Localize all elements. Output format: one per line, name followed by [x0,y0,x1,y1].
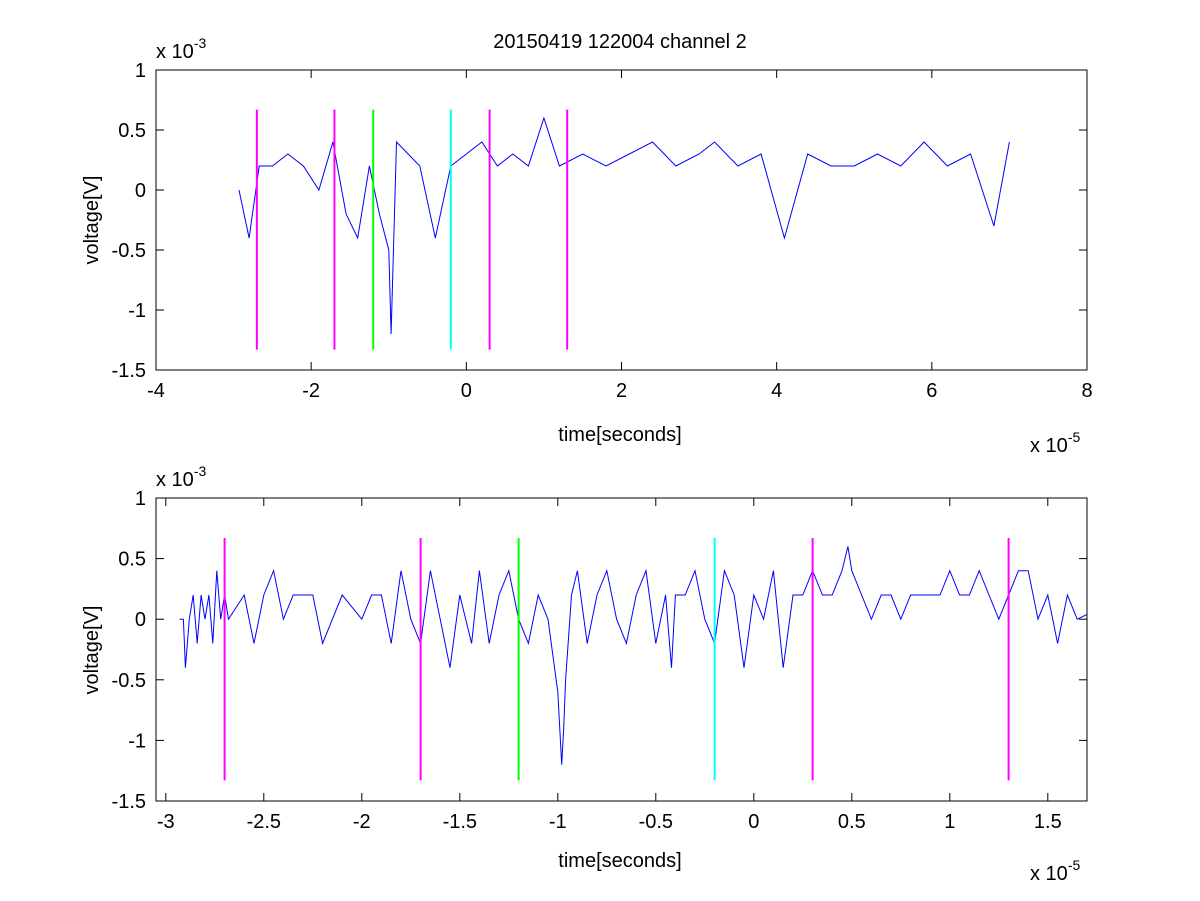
top-plot-series [238,116,1010,335]
top-plot-y-tick-label: 0.5 [118,120,146,142]
bottom-plot-series [179,546,1087,765]
top-plot-x-exponent: x 10-5 [1030,429,1080,457]
bottom-plot-x-exponent-base: x 10 [1030,863,1068,885]
top-plot-x-tick-label: -4 [147,380,165,402]
top-plot-y-tick-label: -0.5 [112,240,146,262]
bottom-plot-y-tick-label: 0 [135,609,146,631]
top-plot-x-tick-label: 2 [616,380,627,402]
bottom-plot-x-tick-label: 1 [944,811,955,833]
bottom-plot-x-tick-label: -1 [549,811,567,833]
bottom-plot-y-exponent-base: x 10 [156,469,194,491]
bottom-plot-x-exponent-power: -5 [1068,857,1081,873]
bottom-plot-y-ticks: -1.5 -1 -0.5 0 0.5 1 [112,488,1087,813]
bottom-plot: -3 -2.5 -2 -1.5 -1 -0.5 0 0.5 1 1.5 -1.5 -1 -0.5 0 0.… [81,463,1088,885]
top-plot-y-tick-label: 0 [135,180,146,202]
bottom-plot-x-label: time[seconds] [558,850,681,872]
top-plot-x-tick-label: -2 [302,380,320,402]
bottom-plot-x-ticks: -3 -2.5 -2 -1.5 -1 -0.5 0 0.5 1 1.5 [157,498,1062,833]
top-plot-x-exponent-power: -5 [1068,429,1081,445]
top-plot-y-ticks: -1.5 -1 -0.5 0 0.5 1 [112,60,1087,382]
top-plot-y-tick-label: -1 [128,300,146,322]
bottom-plot-x-tick-label: -3 [157,811,175,833]
bottom-plot-x-tick-label: 0 [748,811,759,833]
bottom-plot-y-tick-label: -1 [128,730,146,752]
bottom-plot-y-exponent: x 10-3 [156,463,206,491]
top-plot-y-tick-label: -1.5 [112,360,146,382]
top-plot: -4 -2 0 2 4 6 8 -1.5-1-0.500.51 x 10-3 x 10-5 … [81,35,1093,457]
bottom-plot-y-tick-label: -0.5 [112,670,146,692]
bottom-plot-series-line-0 [179,546,1087,765]
top-plot-x-ticks: -4 -2 0 2 4 6 8 [147,70,1093,402]
bottom-plot-x-tick-label: 0.5 [838,811,866,833]
top-plot-y-tick-label: 1 [135,60,146,82]
top-plot-x-label: time[seconds] [558,424,681,446]
bottom-plot-y-label: voltage[V] [81,606,103,695]
top-plot-markers [255,109,569,350]
top-plot-y-exponent-power: -3 [194,35,207,51]
top-plot-x-tick-label: 8 [1081,380,1092,402]
bottom-plot-x-tick-label: -2 [353,811,371,833]
bottom-plot-x-tick-label: -0.5 [639,811,673,833]
figure-title: 20150419 122004 channel 2 [493,31,747,53]
bottom-plot-x-tick-label: -1.5 [443,811,477,833]
bottom-plot-markers [223,537,1010,781]
top-plot-x-tick-label: 4 [771,380,782,402]
top-plot-x-tick-label: 6 [926,380,937,402]
top-plot-y-label: voltage[V] [81,176,103,265]
top-plot-x-tick-label: 0 [461,380,472,402]
bottom-plot-y-tick-label: -1.5 [112,791,146,813]
bottom-plot-x-tick-label: -2.5 [247,811,281,833]
bottom-plot-y-tick-label: 1 [135,488,146,510]
top-plot-y-exponent-base: x 10 [156,41,194,63]
bottom-plot-y-exponent-power: -3 [194,463,207,479]
top-plot-y-exponent: x 10-3 [156,35,206,63]
top-plot-x-exponent-base: x 10 [1030,435,1068,457]
bottom-plot-y-tick-label: 0.5 [118,549,146,571]
bottom-plot-x-tick-label: 1.5 [1034,811,1062,833]
bottom-plot-x-exponent: x 10-5 [1030,857,1080,885]
top-plot-series-line-0 [238,116,1010,335]
top-plot-axes-box [155,69,1088,371]
bottom-plot-axes-box [155,497,1088,802]
